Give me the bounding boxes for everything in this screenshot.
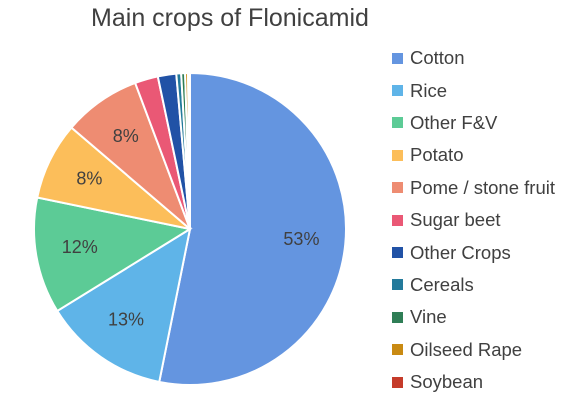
legend-item-pome-stone-fruit: Pome / stone fruit	[392, 172, 555, 204]
legend-label: Oilseed Rape	[410, 338, 523, 360]
legend-swatch	[392, 182, 403, 194]
legend-swatch	[392, 52, 403, 64]
data-label-potato: 8%	[76, 168, 102, 188]
legend-item-potato: Potato	[392, 139, 555, 171]
legend-label: Potato	[410, 144, 464, 166]
pie-slice-soybean	[187, 71, 191, 230]
legend-label: Pome / stone fruit	[410, 176, 555, 198]
data-label-rice: 13%	[108, 310, 144, 330]
legend-swatch	[392, 344, 403, 356]
legend-label: Sugar beet	[410, 209, 501, 231]
legend-swatch	[392, 149, 403, 161]
legend-swatch	[392, 376, 403, 388]
data-label-pome-stone-fruit: 8%	[113, 126, 139, 146]
legend-label: Vine	[410, 306, 447, 328]
legend-item-rice: Rice	[392, 74, 555, 106]
legend-item-other-f-v: Other F&V	[392, 107, 555, 139]
pie-slice-rice	[55, 226, 192, 384]
legend-label: Soybean	[410, 371, 484, 393]
legend-swatch	[392, 85, 403, 97]
legend-item-cotton: Cotton	[392, 42, 555, 74]
pie-slice-other-f-v	[33, 196, 193, 313]
legend-swatch	[392, 214, 403, 226]
legend-label: Other F&V	[410, 111, 498, 133]
legend-swatch	[392, 117, 403, 129]
legend-item-soybean: Soybean	[392, 366, 555, 398]
legend-swatch	[392, 247, 403, 259]
pie-slice-cotton	[158, 71, 348, 386]
chart-title: Main crops of Flonicamid	[91, 4, 369, 32]
legend-label: Rice	[410, 79, 448, 101]
legend-item-sugar-beet: Sugar beet	[392, 204, 555, 236]
legend-label: Other Crops	[410, 241, 511, 263]
legend-label: Cotton	[410, 47, 465, 69]
legend-swatch	[392, 311, 403, 323]
legend: Cotton Rice Other F&V Potato Pome / stone fr…	[392, 42, 555, 398]
legend-swatch	[392, 279, 403, 291]
legend-item-vine: Vine	[392, 301, 555, 333]
legend-item-cereals: Cereals	[392, 269, 555, 301]
data-label-other-f-v: 12%	[62, 237, 98, 257]
legend-item-other-crops: Other Crops	[392, 236, 555, 268]
legend-item-oilseed-rape: Oilseed Rape	[392, 334, 555, 366]
legend-label: Cereals	[410, 273, 474, 295]
data-label-cotton: 53%	[283, 229, 319, 249]
